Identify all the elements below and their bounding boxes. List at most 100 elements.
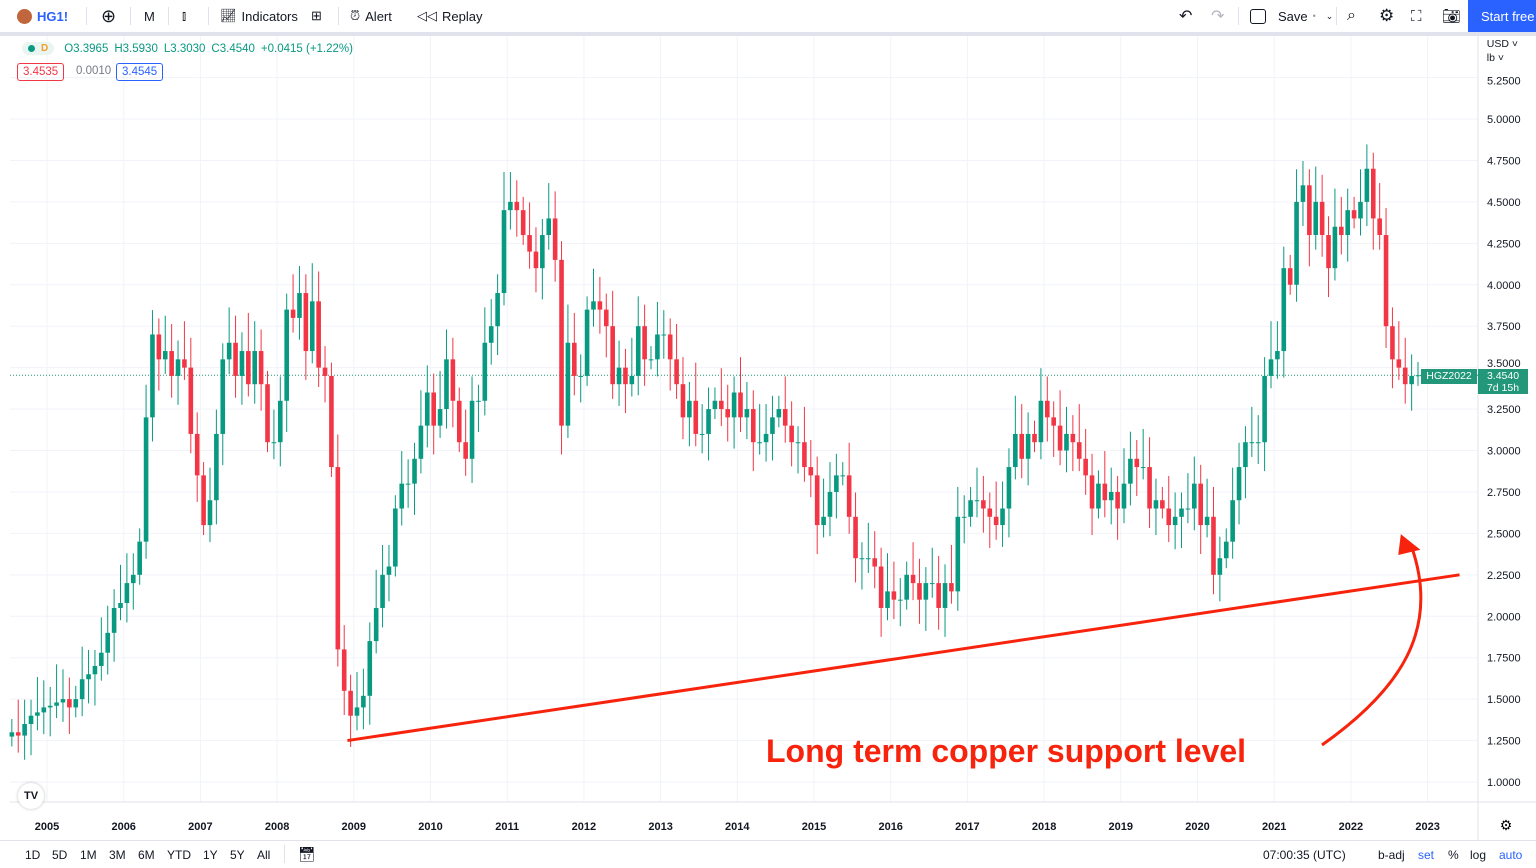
symbol-label: HG1! (37, 8, 69, 24)
annotation-arrow (1321, 547, 1423, 747)
unit-selector[interactable]: USD ˅ lb ˅ (1487, 37, 1518, 65)
range-1m[interactable]: 1M (80, 848, 97, 862)
annotation-text: Long term copper support level (766, 733, 1247, 769)
candle-body (239, 351, 245, 376)
candle-body (482, 342, 488, 401)
undo-icon[interactable]: ↶ (1179, 8, 1193, 25)
candle-body (1166, 508, 1172, 526)
candle-body (667, 334, 673, 360)
x-tick-label: 2022 (1339, 821, 1363, 833)
support-trendline (347, 573, 1460, 743)
search-icon[interactable]: ⌕ (1347, 7, 1356, 24)
candle-body (67, 699, 72, 708)
candle-body (79, 679, 85, 700)
currency-selector[interactable]: USD ˅ (1486, 38, 1518, 50)
candle-body (1307, 185, 1312, 236)
candle-body (878, 566, 884, 608)
candle-body (584, 309, 590, 376)
candle-body (910, 574, 916, 584)
range-all[interactable]: All (257, 848, 271, 862)
candle-body (744, 409, 750, 418)
candle-body (1345, 210, 1351, 236)
tradingview-logo[interactable]: TV (18, 783, 44, 809)
start-free-button[interactable]: Start free (1468, 0, 1536, 32)
candle-body (1294, 201, 1299, 285)
y-tick-label: 3.0000 (1487, 446, 1521, 458)
settlement-toggle[interactable]: set (1418, 848, 1435, 862)
alert-button[interactable]: ⏰︎ Alert (350, 0, 392, 32)
log-toggle[interactable]: log (1470, 848, 1487, 862)
interval-button[interactable]: M (144, 0, 155, 32)
x-tick-label: 2005 (35, 821, 59, 833)
last-price: 3.4540 (1486, 370, 1520, 382)
last-price-tag: 3.4540 7d 15h (1478, 369, 1528, 394)
candle-body (303, 293, 309, 352)
y-tick-label: 1.5000 (1487, 694, 1521, 706)
legend-low: L3.3030 (163, 42, 206, 55)
range-5d[interactable]: 5D (52, 848, 68, 862)
range-1d[interactable]: 1D (25, 848, 41, 862)
candle-body (1192, 483, 1197, 509)
candle-body (1153, 500, 1159, 509)
save-label: Save (1278, 8, 1308, 24)
candle-body (162, 351, 168, 360)
contract-tag: HGZ2022 (1421, 369, 1477, 384)
unit-label: lb (1486, 52, 1495, 64)
compare-add-icon[interactable]: ⊕ (101, 5, 117, 26)
goto-date-icon[interactable]: 📅︎ (298, 846, 316, 862)
redo-icon[interactable]: ↷ (1211, 8, 1225, 25)
gear-icon[interactable]: ⚙ (1379, 6, 1395, 25)
candle-body (1249, 442, 1255, 444)
save-button[interactable]: Save • ⌄ (1278, 8, 1334, 24)
candle-body (520, 210, 526, 236)
candle-body (1089, 475, 1095, 509)
candle-body (1102, 483, 1108, 501)
candle-body (341, 649, 347, 691)
clock-time[interactable]: 07:00:35 (UTC) (1263, 848, 1346, 862)
candles-icon[interactable]: ⫾ (182, 8, 187, 23)
indicators-button[interactable]: 📈︎ Indicators (220, 0, 298, 32)
x-tick-label: 2021 (1262, 821, 1286, 833)
candle-body (1332, 226, 1338, 269)
bottom-toolbar: 1D 5D 1M 3M 6M YTD 1Y 5Y All 📅︎ 07:00:35… (0, 840, 1536, 868)
b-adj-toggle[interactable]: b-adj (1378, 848, 1405, 862)
timeframe-label: D (41, 43, 49, 54)
unit-lb-selector[interactable]: lb ˅ (1486, 52, 1505, 64)
candle-body (572, 342, 577, 376)
divider (284, 845, 285, 863)
candle-body (1051, 417, 1056, 426)
candle-body (1172, 516, 1178, 526)
replay-button[interactable]: ◁◁ Replay (417, 0, 482, 32)
y-tick-label: 4.7500 (1487, 155, 1521, 167)
percent-toggle[interactable]: % (1448, 848, 1459, 862)
fullscreen-icon[interactable]: ⛶ (1411, 7, 1422, 25)
candle-body (770, 417, 775, 434)
bid-price[interactable]: 3.4535 (17, 63, 65, 81)
price-chart[interactable]: 5.2500 5.0000 4.7500 4.5000 4.2500 4.0000 3.75… (0, 36, 1536, 840)
candle-body (872, 558, 878, 567)
start-free-label: Start free (1481, 8, 1535, 24)
candle-body (616, 367, 622, 385)
range-ytd[interactable]: YTD (167, 848, 191, 862)
candle-body (597, 301, 603, 310)
candle-body (1032, 433, 1037, 443)
range-6m[interactable]: 6M (138, 848, 155, 862)
range-1y[interactable]: 1Y (203, 848, 218, 862)
layout-icon[interactable] (1250, 0, 1266, 32)
candle-body (118, 602, 123, 608)
candle-body (961, 516, 967, 518)
candle-body (182, 359, 187, 368)
auto-toggle[interactable]: auto (1499, 848, 1523, 862)
ohlc-legend: D O3.3965 H3.5930 L3.3030 C3.4540 +0.041… (22, 42, 353, 55)
candle-body (201, 475, 206, 526)
range-5y[interactable]: 5Y (230, 848, 245, 862)
candle-body (35, 712, 40, 716)
range-3m[interactable]: 3M (109, 848, 126, 862)
ask-price[interactable]: 3.4545 (116, 63, 164, 81)
camera-icon[interactable]: 📷︎ (1442, 8, 1462, 25)
templates-grid-icon[interactable]: ⊞ (311, 8, 322, 23)
candle-body (968, 500, 973, 517)
candle-body (335, 467, 341, 650)
symbol-button[interactable]: HG1! (17, 0, 68, 32)
candle-body (559, 259, 564, 426)
